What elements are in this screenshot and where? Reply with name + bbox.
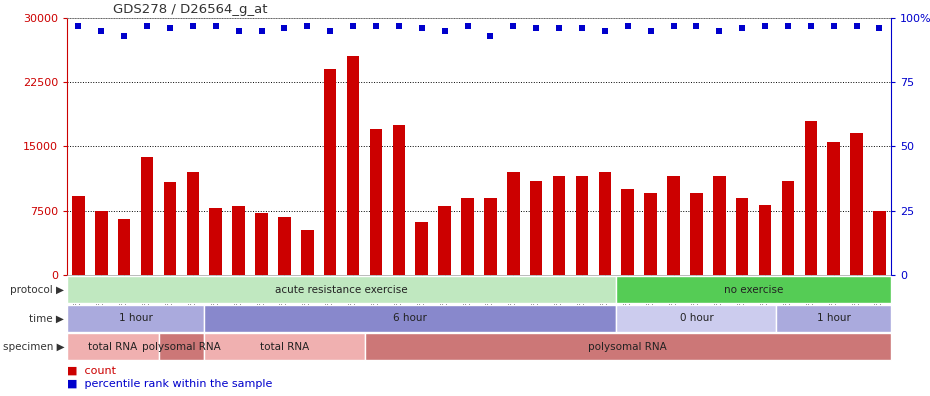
Point bbox=[735, 25, 750, 31]
Point bbox=[346, 22, 361, 29]
Point bbox=[94, 27, 109, 34]
Text: polysomal RNA: polysomal RNA bbox=[142, 342, 220, 352]
Bar bbox=[644, 193, 657, 275]
Point bbox=[140, 22, 154, 29]
Point bbox=[711, 27, 726, 34]
Text: 6 hour: 6 hour bbox=[393, 313, 427, 324]
Bar bbox=[530, 181, 542, 275]
Point bbox=[826, 22, 841, 29]
Text: 0 hour: 0 hour bbox=[680, 313, 713, 324]
Bar bbox=[369, 129, 382, 275]
Point bbox=[758, 22, 773, 29]
Text: GDS278 / D26564_g_at: GDS278 / D26564_g_at bbox=[113, 3, 268, 16]
Point bbox=[804, 22, 818, 29]
Point bbox=[185, 22, 200, 29]
Bar bbox=[873, 211, 885, 275]
Text: 1 hour: 1 hour bbox=[817, 313, 851, 324]
Bar bbox=[73, 196, 85, 275]
Bar bbox=[278, 217, 291, 275]
Bar bbox=[301, 230, 313, 275]
Text: ■  percentile rank within the sample: ■ percentile rank within the sample bbox=[67, 379, 272, 389]
Text: protocol ▶: protocol ▶ bbox=[10, 285, 64, 295]
Bar bbox=[828, 142, 840, 275]
Text: polysomal RNA: polysomal RNA bbox=[589, 342, 667, 352]
Bar bbox=[255, 213, 268, 275]
Bar bbox=[736, 198, 749, 275]
Point bbox=[163, 25, 178, 31]
Bar bbox=[187, 172, 199, 275]
Point bbox=[392, 22, 406, 29]
Point bbox=[437, 27, 452, 34]
Bar bbox=[690, 193, 703, 275]
Bar bbox=[781, 181, 794, 275]
Point bbox=[117, 32, 132, 39]
Text: acute resistance exercise: acute resistance exercise bbox=[275, 285, 408, 295]
Bar bbox=[67, 333, 158, 360]
Bar bbox=[552, 176, 565, 275]
Point bbox=[506, 22, 521, 29]
Bar bbox=[140, 156, 153, 275]
Bar bbox=[667, 176, 680, 275]
Point bbox=[849, 22, 864, 29]
Bar bbox=[759, 205, 771, 275]
Text: no exercise: no exercise bbox=[724, 285, 783, 295]
Bar bbox=[232, 206, 245, 275]
Bar bbox=[713, 176, 725, 275]
Bar bbox=[804, 121, 817, 275]
Text: ■  count: ■ count bbox=[67, 365, 116, 375]
Point bbox=[575, 25, 590, 31]
Point bbox=[460, 22, 475, 29]
Bar bbox=[209, 208, 222, 275]
Point bbox=[666, 22, 681, 29]
Point bbox=[254, 27, 269, 34]
Bar bbox=[507, 172, 520, 275]
Bar bbox=[164, 182, 177, 275]
Point bbox=[644, 27, 658, 34]
Bar bbox=[347, 56, 359, 275]
Bar bbox=[158, 333, 205, 360]
Point bbox=[551, 25, 566, 31]
Point bbox=[414, 25, 429, 31]
Text: total RNA: total RNA bbox=[259, 342, 309, 352]
Text: time ▶: time ▶ bbox=[29, 313, 64, 324]
Point bbox=[529, 25, 544, 31]
Bar bbox=[95, 211, 108, 275]
Bar bbox=[416, 222, 428, 275]
Point bbox=[597, 27, 612, 34]
Bar bbox=[850, 133, 863, 275]
Bar bbox=[617, 276, 891, 303]
Bar bbox=[67, 276, 617, 303]
Bar bbox=[67, 305, 205, 332]
Bar bbox=[621, 189, 634, 275]
Bar bbox=[392, 125, 405, 275]
Bar bbox=[617, 305, 777, 332]
Point bbox=[483, 32, 498, 39]
Point bbox=[872, 25, 887, 31]
Bar bbox=[438, 206, 451, 275]
Text: 1 hour: 1 hour bbox=[119, 313, 153, 324]
Point bbox=[780, 22, 795, 29]
Bar bbox=[365, 333, 891, 360]
Bar bbox=[485, 198, 497, 275]
Bar bbox=[599, 172, 611, 275]
Bar bbox=[576, 176, 589, 275]
Bar bbox=[461, 198, 473, 275]
Bar bbox=[205, 333, 365, 360]
Point bbox=[620, 22, 635, 29]
Point bbox=[71, 22, 86, 29]
Bar bbox=[118, 219, 130, 275]
Point bbox=[232, 27, 246, 34]
Point bbox=[689, 22, 704, 29]
Point bbox=[208, 22, 223, 29]
Point bbox=[299, 22, 314, 29]
Bar bbox=[205, 305, 617, 332]
Text: specimen ▶: specimen ▶ bbox=[3, 342, 64, 352]
Text: total RNA: total RNA bbox=[88, 342, 138, 352]
Point bbox=[277, 25, 292, 31]
Point bbox=[368, 22, 383, 29]
Bar bbox=[777, 305, 891, 332]
Bar bbox=[324, 69, 337, 275]
Point bbox=[323, 27, 338, 34]
